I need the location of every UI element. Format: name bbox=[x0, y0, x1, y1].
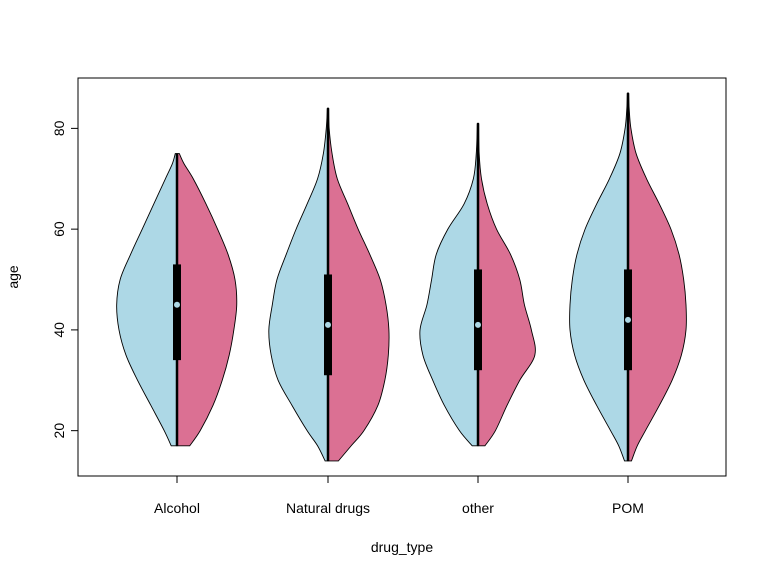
violin-left-half bbox=[569, 92, 629, 462]
y-tick-label: 60 bbox=[51, 221, 67, 237]
x-tick-label: Alcohol bbox=[154, 500, 200, 516]
violins-layer bbox=[116, 92, 687, 462]
violin-right-half bbox=[176, 153, 238, 447]
violin-right-half bbox=[627, 92, 687, 462]
y-tick-label: 40 bbox=[51, 322, 67, 338]
violin-iqr-box bbox=[474, 269, 482, 371]
violin-left-half bbox=[419, 122, 479, 447]
x-tick-label: POM bbox=[612, 500, 644, 516]
violin-right-half bbox=[327, 107, 390, 462]
violin-median-point bbox=[475, 321, 481, 328]
violin-median-point bbox=[325, 321, 331, 328]
violin-right-half bbox=[477, 122, 536, 447]
violin-median-point bbox=[174, 301, 180, 308]
x-tick-label: Natural drugs bbox=[286, 500, 370, 516]
x-axis: Alcohol Natural drugs other POM bbox=[154, 475, 644, 516]
x-tick-label: other bbox=[462, 500, 494, 516]
y-tick-label: 20 bbox=[51, 423, 67, 439]
y-axis: 20 40 60 80 bbox=[51, 120, 79, 439]
violin-pom bbox=[569, 92, 687, 462]
violin-natural-drugs bbox=[268, 107, 390, 462]
x-axis-title: drug_type bbox=[371, 539, 433, 555]
violin-iqr-box bbox=[173, 264, 181, 361]
violin-other bbox=[419, 122, 536, 447]
y-tick-label: 80 bbox=[51, 120, 67, 136]
violin-median-point bbox=[625, 316, 631, 323]
violin-left-half bbox=[268, 107, 329, 462]
violin-alcohol bbox=[116, 153, 238, 447]
violin-left-half bbox=[116, 153, 178, 447]
y-axis-title: age bbox=[5, 265, 21, 289]
